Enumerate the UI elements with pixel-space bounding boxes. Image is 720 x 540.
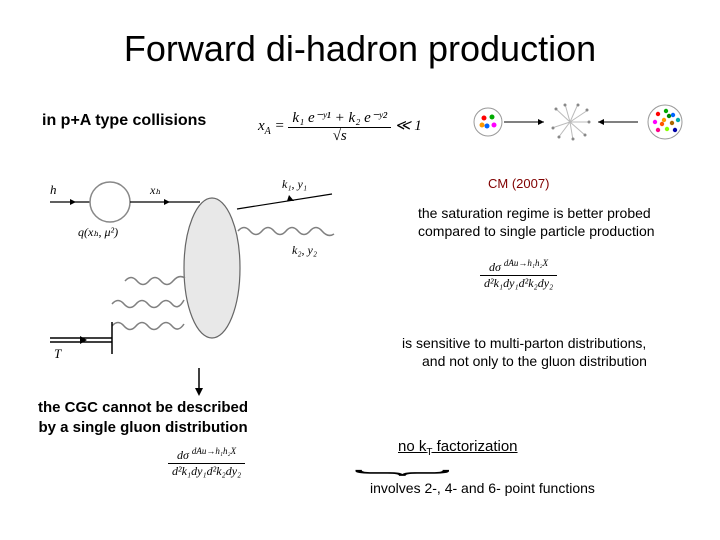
label-q: q(xₕ, μ²) [78,225,118,239]
feynman-diagram: h xₕ q(xₕ, μ²) k₁, y₁ k₂, y₂ T [42,176,392,366]
text-cgc: the CGC cannot be described by a single … [38,398,248,437]
text-point-functions: involves 2-, 4- and 6- point functions [370,480,595,496]
citation: CM (2007) [488,176,549,191]
page-title: Forward di-hadron production [0,28,720,70]
text-saturation: the saturation regime is better probed c… [418,204,655,240]
formula-xa: xA = k₁ e⁻ʸ¹ + k₂ e⁻ʸ² √s ≪ 1 [258,108,422,145]
formula-cross-section-2: dσ dAu→h₁h₂X d²k₁dy₁d²k₂dy₂ [168,446,245,479]
label-T: T [54,346,62,361]
text-multiparton: is sensitive to multi-parton distributio… [402,334,647,370]
text-no-kt: no kT factorization [398,438,518,458]
subtitle: in p+A type collisions [42,112,206,130]
label-k1y1: k₁, y₁ [282,177,307,191]
label-h: h [50,182,57,197]
formula-cross-section-1: dσ dAu→h₁h₂X d²k₁dy₁d²k₂dy₂ [480,258,557,291]
brace-icon: } [347,470,462,477]
label-xh: xₕ [149,183,161,197]
collision-icons [470,100,710,149]
label-k2y2: k₂, y₂ [292,243,317,257]
arrow-down-icon [192,368,206,401]
